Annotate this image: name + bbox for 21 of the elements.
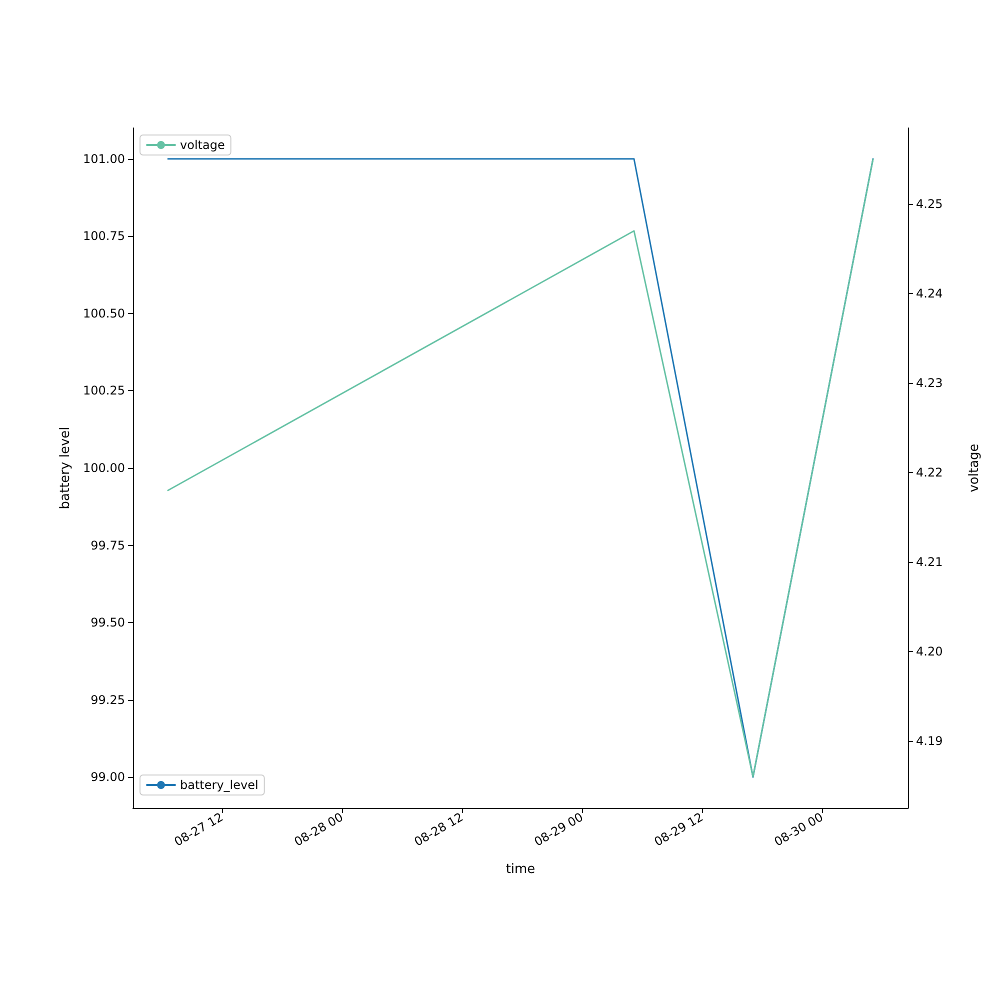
x-axis-title: time <box>506 862 536 877</box>
y2-tick-label: 4.23 <box>916 376 943 390</box>
legend-label: battery_level <box>180 778 258 792</box>
y-tick-label: 99.50 <box>90 616 125 630</box>
y2-tick-label: 4.24 <box>916 286 943 301</box>
y2-tick-label: 4.19 <box>916 734 943 748</box>
y-tick-label: 100.75 <box>83 229 125 244</box>
y2-tick-label: 4.22 <box>916 465 943 480</box>
y-tick-label: 100.50 <box>83 306 125 320</box>
y2-tick-label: 4.20 <box>916 644 943 658</box>
y-tick-label: 101.00 <box>83 152 125 166</box>
y-tick-label: 99.00 <box>90 770 125 784</box>
y-tick-label: 99.75 <box>90 538 125 552</box>
legend-label: voltage <box>180 138 225 152</box>
y-tick-label: 100.25 <box>83 384 125 398</box>
y2-tick-label: 4.21 <box>916 554 943 569</box>
y2-tick-label: 4.25 <box>916 197 943 212</box>
y-axis-title: battery level <box>58 426 74 510</box>
y2-axis-title: voltage <box>967 444 982 492</box>
y-tick-label: 99.25 <box>90 692 125 707</box>
y-tick-label: 100.00 <box>83 461 125 475</box>
